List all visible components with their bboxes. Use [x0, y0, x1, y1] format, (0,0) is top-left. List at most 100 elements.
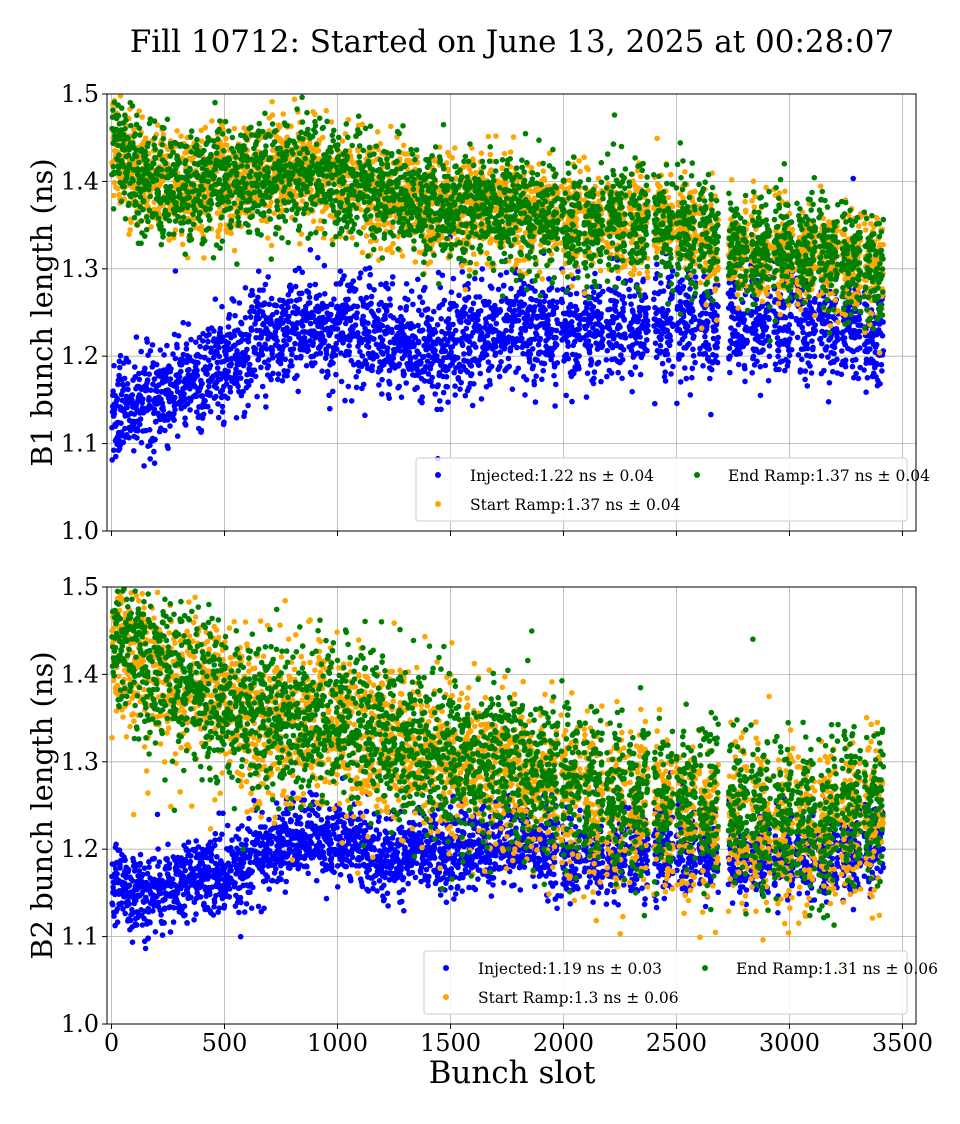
data-point	[385, 345, 391, 351]
data-point	[400, 253, 406, 259]
data-point	[399, 394, 405, 400]
data-point	[161, 407, 167, 413]
data-point	[731, 288, 737, 294]
data-point	[633, 364, 639, 370]
data-point	[501, 283, 507, 289]
data-point	[484, 250, 490, 256]
data-point	[387, 381, 393, 387]
data-point	[178, 369, 184, 375]
data-point	[216, 345, 222, 351]
data-point	[147, 456, 153, 462]
data-point	[366, 344, 372, 350]
data-point	[270, 112, 276, 118]
data-point	[679, 277, 685, 283]
data-point	[785, 359, 791, 365]
data-point	[318, 350, 324, 356]
data-point	[575, 269, 581, 275]
data-point	[620, 309, 626, 315]
data-point	[132, 364, 138, 370]
data-point	[798, 367, 804, 373]
data-point	[554, 328, 560, 334]
data-point	[390, 281, 396, 287]
data-point	[569, 319, 575, 325]
data-point	[644, 348, 650, 354]
data-point	[289, 363, 295, 369]
data-point	[255, 295, 261, 301]
data-point	[287, 336, 293, 342]
data-point	[134, 334, 140, 340]
data-point	[457, 386, 463, 392]
data-point	[435, 382, 441, 388]
data-point	[174, 128, 180, 134]
data-point	[111, 447, 117, 453]
chart-title: Fill 10712: Started on June 13, 2025 at …	[130, 24, 894, 60]
data-point	[415, 277, 421, 283]
data-point	[382, 316, 388, 322]
data-point	[591, 304, 597, 310]
data-point	[311, 218, 317, 224]
data-point	[470, 403, 476, 409]
data-point	[341, 273, 347, 279]
data-point	[297, 296, 303, 302]
data-point	[175, 433, 181, 439]
data-point	[617, 324, 623, 330]
data-point	[244, 347, 250, 353]
data-point	[669, 274, 675, 280]
data-point	[292, 341, 298, 347]
data-point	[254, 394, 260, 400]
data-point	[124, 405, 130, 411]
data-point	[476, 362, 482, 368]
data-point	[267, 302, 273, 308]
data-point	[333, 352, 339, 358]
data-point	[506, 364, 512, 370]
data-point	[401, 143, 407, 149]
data-point	[448, 350, 454, 356]
data-point	[358, 270, 364, 276]
data-point	[459, 263, 465, 269]
data-point	[433, 329, 439, 335]
data-point	[522, 302, 528, 308]
data-point	[225, 369, 231, 375]
data-point	[165, 446, 171, 452]
data-point	[549, 285, 555, 291]
data-point	[437, 398, 443, 404]
data-point	[800, 325, 806, 331]
data-point	[569, 399, 575, 405]
data-point	[195, 373, 201, 379]
data-point	[714, 345, 720, 351]
data-point	[819, 353, 825, 359]
data-point	[530, 363, 536, 369]
data-point	[684, 376, 690, 382]
data-point	[596, 360, 602, 366]
data-point	[204, 371, 210, 377]
data-point	[789, 330, 795, 336]
data-point	[293, 326, 299, 332]
data-point	[432, 391, 438, 397]
data-point	[440, 273, 446, 279]
data-point	[715, 304, 721, 310]
data-point	[616, 276, 622, 282]
data-point	[524, 377, 530, 383]
data-point	[445, 384, 451, 390]
data-point	[248, 378, 254, 384]
data-point	[164, 343, 170, 349]
data-point	[686, 341, 692, 347]
data-point	[176, 333, 182, 339]
data-point	[346, 384, 352, 390]
data-point	[441, 390, 447, 396]
data-point	[489, 285, 495, 291]
data-point	[620, 357, 626, 363]
data-point	[707, 376, 713, 382]
data-point	[480, 266, 486, 272]
data-point	[226, 340, 232, 346]
data-point	[323, 108, 329, 114]
data-point	[370, 363, 376, 369]
data-point	[591, 381, 597, 387]
data-point	[486, 299, 492, 305]
data-point	[831, 351, 837, 357]
data-point	[497, 374, 503, 380]
data-point	[874, 342, 880, 348]
data-point	[700, 363, 706, 369]
data-point	[453, 328, 459, 334]
